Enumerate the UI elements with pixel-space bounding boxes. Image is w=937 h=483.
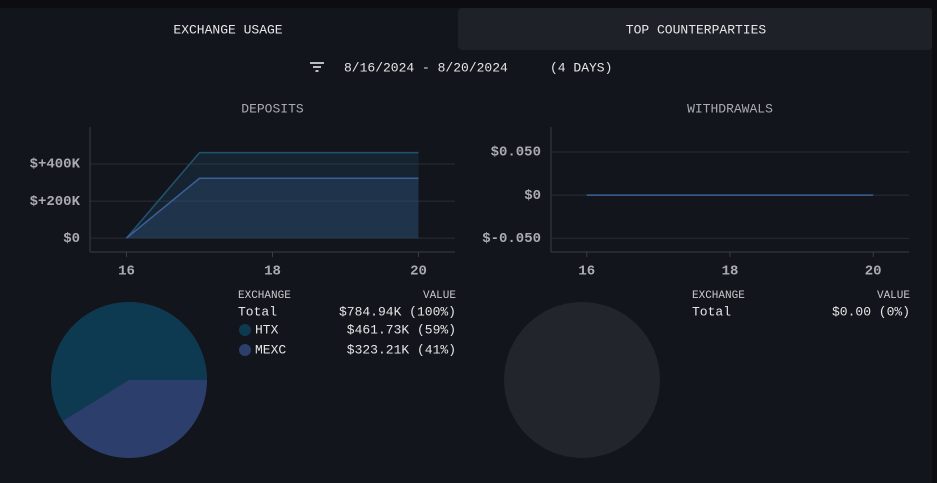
y-tick-label: $-0.050 — [482, 231, 541, 247]
pie-slice — [62, 380, 207, 458]
x-tick-label: 16 — [118, 264, 135, 280]
legend-label: MEXC — [255, 342, 286, 357]
y-tick-label: $0 — [524, 188, 541, 204]
legend-total: Total — [238, 304, 277, 319]
legend-total-value: $0.00 (0%) — [832, 304, 910, 319]
x-tick-label: 18 — [722, 264, 739, 280]
legend-header: VALUE — [423, 290, 456, 302]
x-tick-label: 18 — [264, 264, 281, 280]
legend-swatch — [239, 344, 251, 356]
legend-value: $461.73K (59%) — [347, 322, 456, 337]
line — [125, 151, 419, 239]
tab-inactive[interactable] — [458, 8, 932, 50]
x-tick-label: 20 — [865, 264, 882, 280]
area — [126, 178, 419, 239]
legend-header: VALUE — [877, 290, 910, 302]
legend-swatch — [239, 324, 251, 336]
y-tick-label: $0.050 — [491, 145, 541, 161]
chart-title: DEPOSITS — [241, 101, 304, 116]
date-range: 8/16/2024 - 8/20/2024 — [344, 60, 508, 75]
filter-icon[interactable] — [310, 62, 324, 72]
legend-header: EXCHANGE — [692, 290, 745, 302]
line — [126, 177, 419, 239]
x-tick-label: 16 — [578, 264, 595, 280]
legend-header: EXCHANGE — [238, 290, 291, 302]
area — [126, 152, 419, 239]
pie-slice — [50, 301, 207, 422]
tab[interactable]: EXCHANGE USAGE — [173, 22, 282, 37]
legend-total: Total — [692, 304, 731, 319]
legend-label: HTX — [255, 322, 279, 337]
tab[interactable]: TOP COUNTERPARTIES — [626, 22, 767, 37]
empty-pie — [504, 302, 660, 458]
legend-total-value: $784.94K (100%) — [339, 304, 456, 319]
y-tick-label: $+200K — [30, 194, 81, 210]
y-tick-label: $0 — [63, 231, 80, 247]
y-tick-label: $+400K — [30, 157, 81, 173]
legend-value: $323.21K (41%) — [347, 342, 456, 357]
x-tick-label: 20 — [410, 264, 427, 280]
chart-title: WITHDRAWALS — [687, 101, 773, 116]
duration: (4 DAYS) — [550, 60, 612, 75]
